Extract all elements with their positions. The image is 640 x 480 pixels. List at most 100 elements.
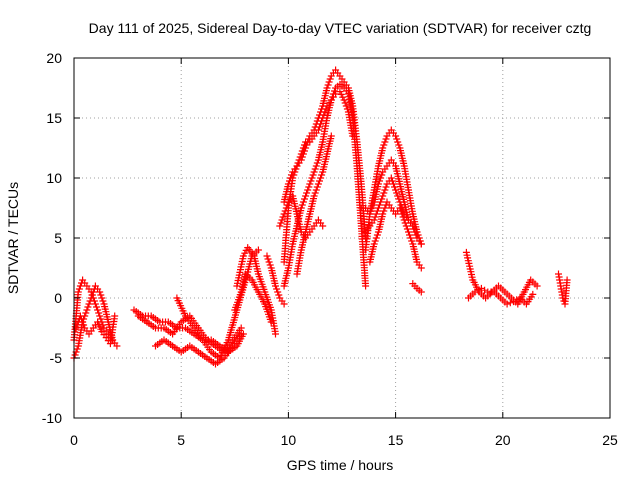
y-tick-label: 20 bbox=[46, 50, 62, 66]
data-point-track-s bbox=[399, 213, 407, 221]
data-point-track-r bbox=[372, 210, 380, 218]
data-point-track-a bbox=[96, 312, 104, 320]
data-point-track-r bbox=[392, 186, 400, 194]
data-point-track-l bbox=[362, 282, 370, 290]
data-point-track-a bbox=[76, 282, 84, 290]
data-point-track-s bbox=[371, 237, 379, 245]
data-point-track-m bbox=[321, 108, 329, 116]
data-point-track-r bbox=[397, 201, 405, 209]
data-point-track-r bbox=[382, 183, 390, 191]
data-point-track-k bbox=[323, 84, 331, 92]
data-point-track-l bbox=[299, 198, 307, 206]
chart-title: Day 111 of 2025, Sidereal Day-to-day VTE… bbox=[89, 20, 592, 36]
data-point-track-r bbox=[393, 189, 401, 197]
data-point-track-n bbox=[276, 222, 284, 230]
data-point-track-n bbox=[282, 204, 290, 212]
data-point-track-m bbox=[297, 150, 305, 158]
data-point-track-s bbox=[400, 216, 408, 224]
data-point-track-c bbox=[78, 315, 85, 323]
data-point-track-s bbox=[401, 219, 409, 227]
data-point-track-s bbox=[379, 210, 387, 218]
data-point-track-n bbox=[279, 213, 287, 221]
data-point-track-l bbox=[312, 162, 320, 170]
data-point-track-j bbox=[263, 252, 271, 260]
data-point-track-j bbox=[266, 261, 274, 269]
data-point-track-p bbox=[380, 141, 388, 149]
data-point-track-o bbox=[318, 171, 326, 179]
data-point-track-r bbox=[388, 177, 396, 185]
data-point-track-k bbox=[326, 75, 334, 83]
data-point-track-n bbox=[277, 219, 285, 227]
data-point-track-m bbox=[301, 141, 308, 149]
data-point-track-o bbox=[314, 180, 322, 188]
data-point-track-m bbox=[286, 177, 293, 185]
data-point-track-l bbox=[298, 201, 306, 209]
data-point-track-q bbox=[367, 207, 375, 215]
data-point-track-o bbox=[327, 132, 335, 140]
data-point-track-a bbox=[93, 303, 100, 311]
data-point-track-s bbox=[372, 234, 380, 242]
data-point-track-l bbox=[297, 204, 305, 212]
data-point-track-l bbox=[304, 186, 312, 194]
data-point-track-j bbox=[274, 288, 282, 296]
y-tick-label: 0 bbox=[54, 290, 62, 306]
data-point-track-q bbox=[377, 174, 385, 182]
data-point-track-j bbox=[275, 291, 283, 299]
data-point-track-n bbox=[280, 210, 288, 218]
data-point-track-r bbox=[381, 186, 389, 194]
data-point-track-b bbox=[88, 291, 96, 299]
data-point-track-b bbox=[71, 351, 79, 359]
data-point-track-m bbox=[319, 114, 327, 122]
data-point-track-r bbox=[370, 216, 378, 224]
data-point-track-m bbox=[294, 159, 302, 167]
data-point-track-r bbox=[378, 195, 386, 203]
data-point-track-s bbox=[406, 231, 413, 239]
y-tick-label: 10 bbox=[46, 170, 62, 186]
x-tick-label: 25 bbox=[602, 432, 618, 448]
data-point-track-l bbox=[313, 159, 321, 167]
axis-ticks: 0 5 10 15 20 25 -10 -5 0 5 10 15 20 bbox=[42, 50, 618, 448]
data-point-track-o bbox=[316, 177, 323, 185]
data-point-track-s bbox=[403, 225, 411, 233]
data-point-track-j bbox=[272, 282, 279, 290]
data-point-track-b bbox=[98, 294, 106, 302]
data-point-track-q bbox=[369, 201, 377, 209]
data-point-track-m bbox=[341, 99, 349, 107]
y-tick-label: -10 bbox=[42, 410, 62, 426]
data-point-track-l bbox=[302, 192, 310, 200]
data-point-track-m bbox=[295, 156, 303, 164]
data-point-track-s bbox=[397, 207, 405, 215]
data-point-track-p bbox=[382, 135, 390, 143]
x-tick-label: 20 bbox=[495, 432, 511, 448]
data-point-track-s bbox=[370, 240, 378, 248]
data-point-track-n bbox=[281, 207, 289, 215]
data-point-track-q bbox=[412, 231, 420, 239]
data-point-track-m bbox=[340, 96, 348, 104]
data-point-track-r bbox=[376, 201, 383, 209]
data-point-track-r bbox=[373, 207, 381, 215]
data-point-track-m bbox=[317, 120, 325, 128]
x-axis-label: GPS time / hours bbox=[287, 457, 394, 473]
data-point-track-s bbox=[381, 204, 389, 212]
data-point-track-o bbox=[310, 192, 318, 200]
y-tick-label: 5 bbox=[54, 230, 62, 246]
data-point-track-m bbox=[343, 105, 351, 113]
data-point-track-j bbox=[264, 255, 272, 263]
data-point-track-c bbox=[76, 312, 84, 320]
data-point-track-a bbox=[94, 306, 102, 314]
data-point-track-t bbox=[417, 288, 425, 296]
data-point-track-u bbox=[533, 282, 541, 290]
data-point-track-l bbox=[305, 183, 313, 191]
data-point-track-m bbox=[342, 102, 350, 110]
data-point-track-f bbox=[237, 330, 245, 338]
data-point-track-a bbox=[91, 300, 99, 308]
data-point-track-n bbox=[283, 201, 291, 209]
data-point-track-r bbox=[387, 174, 395, 182]
data-point-track-b bbox=[85, 300, 93, 308]
data-point-track-r bbox=[377, 198, 385, 206]
data-point-track-q bbox=[374, 180, 382, 188]
data-point-track-b bbox=[86, 297, 94, 305]
data-point-track-a bbox=[97, 315, 105, 323]
data-point-track-v bbox=[529, 290, 537, 298]
data-point-track-r bbox=[394, 192, 402, 200]
